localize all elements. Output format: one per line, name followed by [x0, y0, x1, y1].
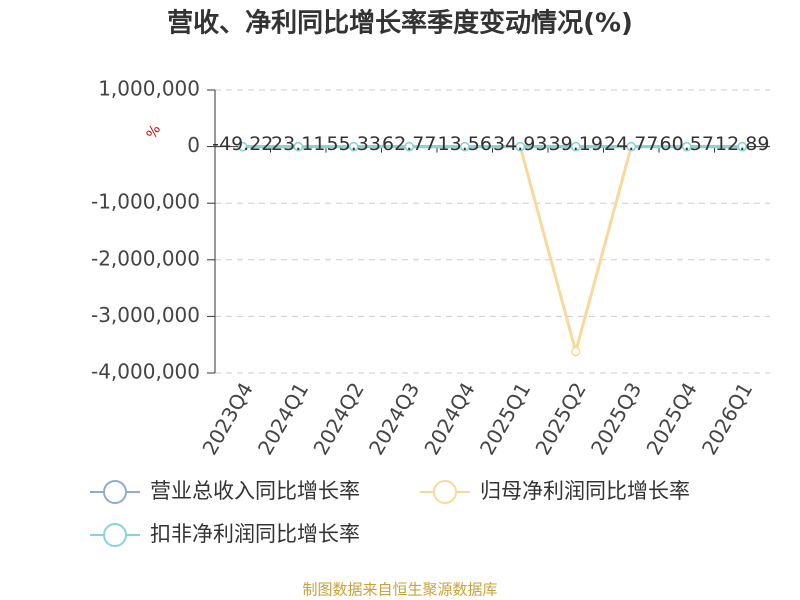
data-label: 62.77	[382, 133, 436, 155]
legend-marker	[103, 523, 127, 547]
y-tick-label: -4,000,000	[91, 360, 200, 384]
data-label: 55.33	[327, 133, 381, 155]
data-point	[571, 141, 581, 152]
data-point	[571, 346, 581, 357]
x-tick-label: 2025Q3	[586, 378, 646, 459]
x-tick-label: 2025Q1	[475, 378, 535, 459]
data-label: -49.22	[212, 133, 273, 155]
x-tick-label: 2024Q3	[364, 378, 424, 459]
y-tick-label: -3,000,000	[91, 303, 200, 327]
x-tick-label: 2024Q1	[253, 378, 313, 459]
series-line	[242, 145, 743, 358]
legend-label: 营业总收入同比增长率	[150, 479, 360, 503]
x-tick-label: 2024Q2	[308, 378, 368, 459]
data-label: 23.11	[271, 133, 325, 155]
data-label: 34.93	[493, 133, 547, 155]
y-tick-label: 1,000,000	[98, 77, 200, 101]
x-tick-label: 2025Q4	[641, 378, 701, 459]
x-tick-label: 2023Q4	[197, 378, 257, 459]
data-point	[349, 141, 359, 152]
y-tick-label: -1,000,000	[91, 190, 200, 214]
data-point	[682, 141, 692, 152]
y-axis-label: %	[144, 122, 165, 142]
x-tick-label: 2025Q2	[530, 378, 590, 459]
data-point	[238, 141, 248, 152]
legend-label: 扣非净利润同比增长率	[150, 522, 360, 546]
data-point	[737, 141, 747, 152]
x-tick-label: 2026Q1	[697, 378, 757, 459]
data-label: 24.77	[604, 133, 658, 155]
x-tick-label: 2024Q4	[419, 378, 479, 459]
legend-marker	[433, 480, 457, 504]
y-tick-label: -2,000,000	[91, 246, 200, 270]
data-point	[460, 141, 470, 152]
data-point	[293, 141, 303, 152]
data-label: 39.19	[549, 133, 603, 155]
data-label: 13.56	[438, 133, 492, 155]
y-tick-label: 0	[187, 133, 200, 157]
footer: 制图数据来自恒生聚源数据库	[302, 581, 497, 599]
data-label: 12.89	[715, 133, 769, 155]
data-label: 60.57	[660, 133, 714, 155]
data-point	[404, 141, 414, 152]
chart-title: 营收、净利同比增长率季度变动情况(%)	[167, 8, 633, 39]
data-point	[626, 141, 636, 152]
legend-marker	[103, 480, 127, 504]
legend-label: 归母净利润同比增长率	[480, 479, 690, 503]
data-point	[515, 141, 525, 152]
